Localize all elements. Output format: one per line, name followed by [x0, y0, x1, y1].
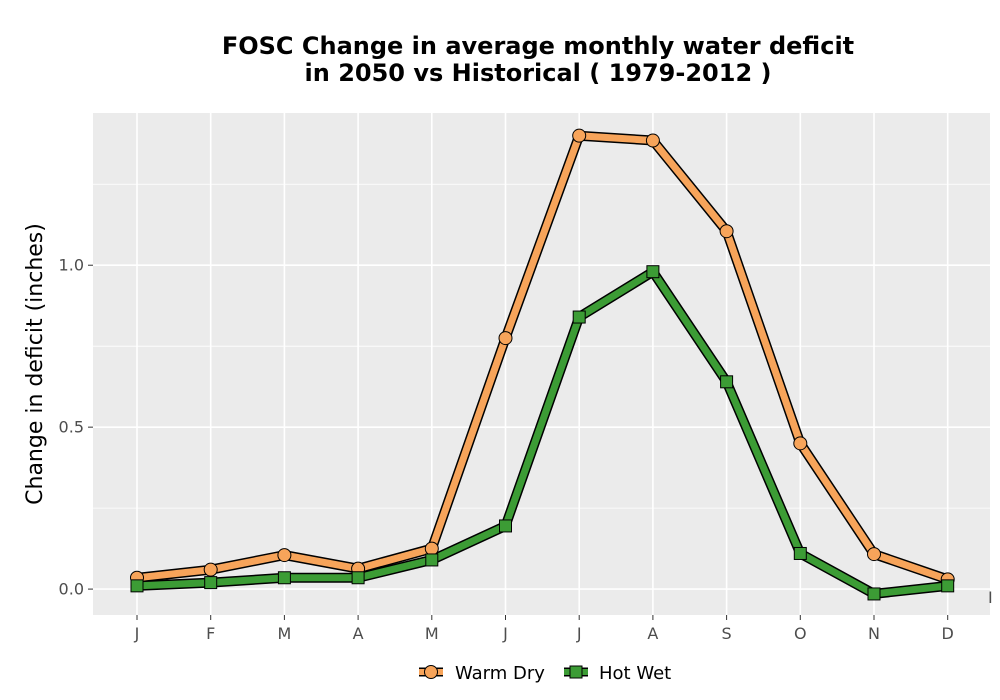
legend-label-warm-dry: Warm Dry	[455, 663, 545, 684]
data-point-hot-wet	[425, 553, 439, 567]
y-tick-label: 1.0	[59, 256, 84, 275]
data-point-hot-wet	[572, 310, 586, 324]
legend: Warm Dry Hot Wet	[419, 663, 671, 684]
x-tick-label: F	[206, 624, 215, 643]
series-layer	[130, 128, 955, 601]
x-tick-label: A	[353, 624, 364, 643]
data-point-hot-wet	[720, 375, 734, 389]
x-tick-label: J	[134, 624, 140, 643]
y-tick-label: 0.5	[59, 418, 84, 437]
series-line-hot-wet	[133, 268, 952, 598]
data-point-hot-wet	[204, 576, 218, 590]
data-point-hot-wet	[646, 265, 660, 279]
x-tick-label: N	[868, 624, 880, 643]
x-tick-label: J	[576, 624, 582, 643]
data-point-warm-dry	[793, 436, 808, 451]
data-point-warm-dry	[572, 128, 587, 143]
data-point-hot-wet	[499, 519, 512, 533]
legend-marker-hot-wet	[569, 665, 583, 679]
plot-panel	[93, 113, 990, 615]
chart-title-line-2: in 2050 vs Historical ( 1979-2012 )	[305, 59, 772, 87]
x-tick-label: O	[794, 624, 807, 643]
x-tick-label: J	[502, 624, 508, 643]
data-point-hot-wet	[351, 571, 365, 585]
data-point-warm-dry	[277, 548, 292, 563]
x-tick-label: A	[647, 624, 658, 643]
legend-item-hot-wet: Hot Wet	[564, 663, 671, 684]
legend-item-warm-dry: Warm Dry	[419, 663, 545, 684]
stray-tick-mark: I	[988, 588, 993, 607]
data-point-warm-dry	[719, 224, 734, 239]
data-point-hot-wet	[867, 587, 881, 601]
data-point-warm-dry	[867, 547, 881, 562]
data-point-warm-dry	[498, 331, 513, 346]
x-tick-label: M	[425, 624, 439, 643]
legend-label-hot-wet: Hot Wet	[599, 663, 671, 684]
y-axis: 0.0 0.5 1.0	[59, 256, 93, 599]
data-point-hot-wet	[941, 579, 955, 593]
x-tick-label: M	[277, 624, 291, 643]
data-point-hot-wet	[277, 571, 291, 585]
data-point-warm-dry	[203, 562, 218, 577]
x-tick-label: S	[722, 624, 732, 643]
series-line-warm-dry	[133, 132, 952, 583]
data-point-hot-wet	[793, 546, 807, 560]
data-point-warm-dry	[424, 541, 439, 556]
y-tick-label: 0.0	[59, 580, 84, 599]
legend-marker-warm-dry	[424, 665, 438, 679]
data-point-warm-dry	[645, 133, 660, 148]
chart-title-line-1: FOSC Change in average monthly water def…	[222, 32, 854, 60]
y-axis-title: Change in deficit (inches)	[23, 223, 48, 505]
data-point-hot-wet	[130, 579, 144, 593]
x-tick-label: D	[942, 624, 954, 643]
